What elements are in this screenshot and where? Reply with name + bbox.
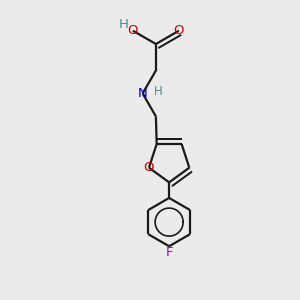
Text: O: O [144,161,154,174]
Text: H: H [154,85,163,98]
Text: O: O [128,24,138,37]
Text: O: O [174,24,184,37]
Text: N: N [138,87,148,100]
Text: H: H [118,18,128,31]
Text: F: F [165,246,173,259]
